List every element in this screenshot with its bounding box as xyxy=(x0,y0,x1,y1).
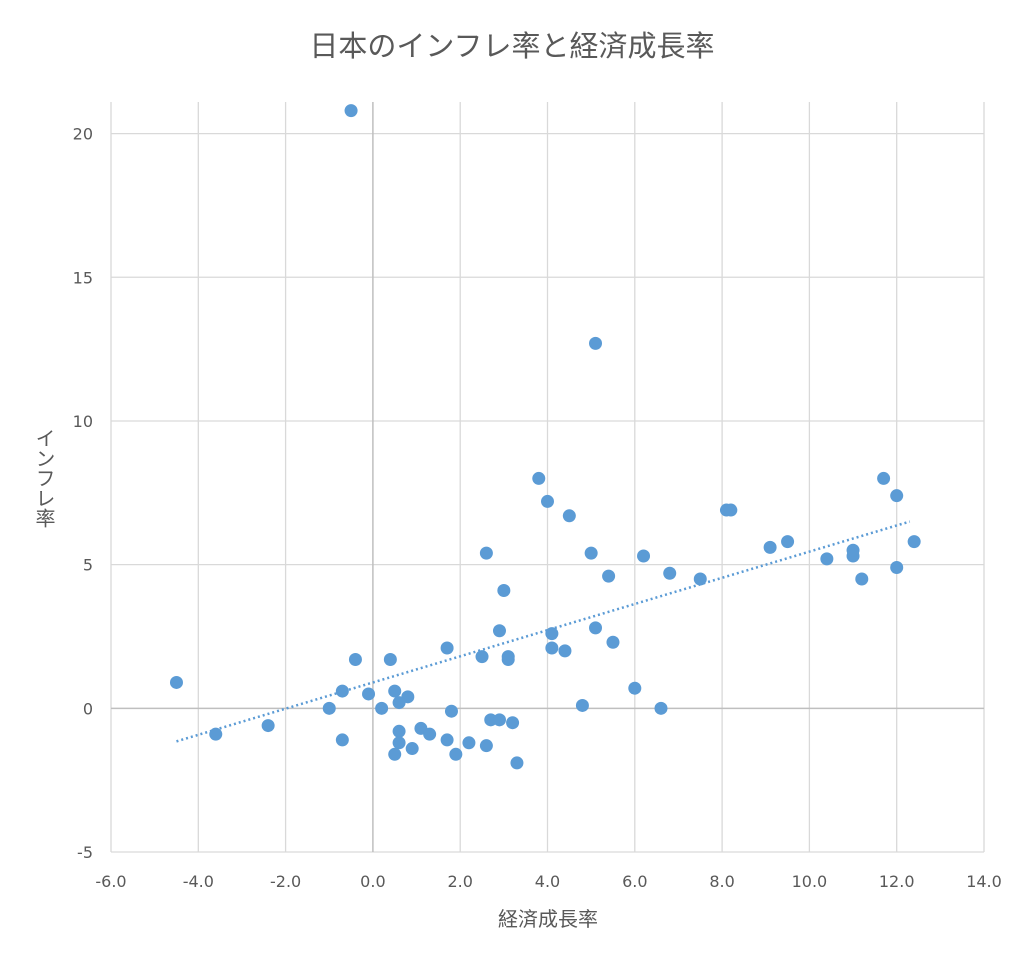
data-point xyxy=(392,724,406,738)
data-point xyxy=(475,650,489,664)
data-point xyxy=(846,543,860,557)
y-axis-title: インフレ率 xyxy=(32,428,56,528)
data-point xyxy=(479,739,493,753)
data-point xyxy=(444,704,458,718)
data-point xyxy=(562,509,576,523)
data-point xyxy=(375,701,389,715)
x-tick-label: 12.0 xyxy=(879,872,915,891)
data-point xyxy=(584,546,598,560)
x-tick-label: -2.0 xyxy=(270,872,301,891)
data-point xyxy=(492,713,506,727)
data-point xyxy=(558,644,572,658)
data-points xyxy=(169,104,921,770)
data-point xyxy=(541,494,554,508)
x-tick-label: 0.0 xyxy=(360,872,385,891)
data-point xyxy=(575,698,589,712)
y-tick-label: 15 xyxy=(73,268,93,287)
data-point xyxy=(545,641,559,655)
data-point xyxy=(335,733,349,747)
data-point xyxy=(654,701,668,715)
data-point xyxy=(890,489,904,503)
data-point xyxy=(449,747,463,761)
x-tick-label: -6.0 xyxy=(95,872,126,891)
data-point xyxy=(890,561,904,575)
x-tick-label: 8.0 xyxy=(709,872,734,891)
data-point xyxy=(877,471,891,485)
x-tick-label: 2.0 xyxy=(447,872,472,891)
data-point xyxy=(388,684,402,698)
data-point xyxy=(510,756,524,770)
y-tick-label: -5 xyxy=(77,843,93,862)
data-point xyxy=(492,624,506,638)
data-point xyxy=(589,621,603,635)
data-point xyxy=(405,742,419,756)
data-point xyxy=(348,652,362,666)
data-point xyxy=(423,727,437,741)
chart-title: 日本のインフレ率と経済成長率 xyxy=(309,29,714,63)
y-tick-label: 5 xyxy=(83,556,93,575)
data-point xyxy=(462,736,476,750)
data-point xyxy=(440,733,454,747)
x-tick-label: 6.0 xyxy=(622,872,647,891)
data-point xyxy=(362,687,376,701)
data-point xyxy=(209,727,223,741)
data-point xyxy=(820,552,834,566)
y-tick-label: 20 xyxy=(73,125,93,144)
data-point xyxy=(781,535,795,549)
data-point xyxy=(532,471,546,485)
x-tick-label: 10.0 xyxy=(792,872,828,891)
x-tick-label: 14.0 xyxy=(966,872,1002,891)
data-point xyxy=(479,546,493,560)
data-point xyxy=(501,652,515,666)
data-point xyxy=(506,716,520,730)
grid-lines xyxy=(110,102,985,853)
data-point xyxy=(344,104,358,118)
data-point xyxy=(693,572,707,586)
data-point xyxy=(388,747,402,761)
x-axis-title: 経済成長率 xyxy=(498,907,598,931)
y-tick-label: 10 xyxy=(73,412,93,431)
data-point xyxy=(907,535,921,549)
data-point xyxy=(383,652,397,666)
data-point xyxy=(335,684,349,698)
x-tick-label: 4.0 xyxy=(535,872,560,891)
x-tick-label: -4.0 xyxy=(183,872,214,891)
data-point xyxy=(763,540,777,554)
data-point xyxy=(855,572,869,586)
zero-axes xyxy=(111,102,984,852)
data-point xyxy=(663,566,677,580)
data-point xyxy=(724,503,738,517)
data-point xyxy=(637,549,651,563)
data-point xyxy=(497,584,511,598)
data-point xyxy=(589,336,603,350)
data-point xyxy=(606,635,620,649)
data-point xyxy=(169,675,183,689)
y-tick-label: 0 xyxy=(83,699,93,718)
data-point xyxy=(322,701,336,715)
data-point xyxy=(602,569,616,583)
data-point xyxy=(261,719,275,733)
x-tick-labels: -6.0 -4.0 -2.0 0.0 2.0 4.0 6.0 8.0 10.0 12.0 14.0 xyxy=(95,872,1001,891)
data-point xyxy=(628,681,642,695)
data-point xyxy=(440,641,454,655)
data-point xyxy=(392,696,406,710)
y-tick-labels: -5 0 5 10 15 20 xyxy=(73,125,93,862)
data-point xyxy=(392,736,406,750)
data-point xyxy=(545,627,559,641)
